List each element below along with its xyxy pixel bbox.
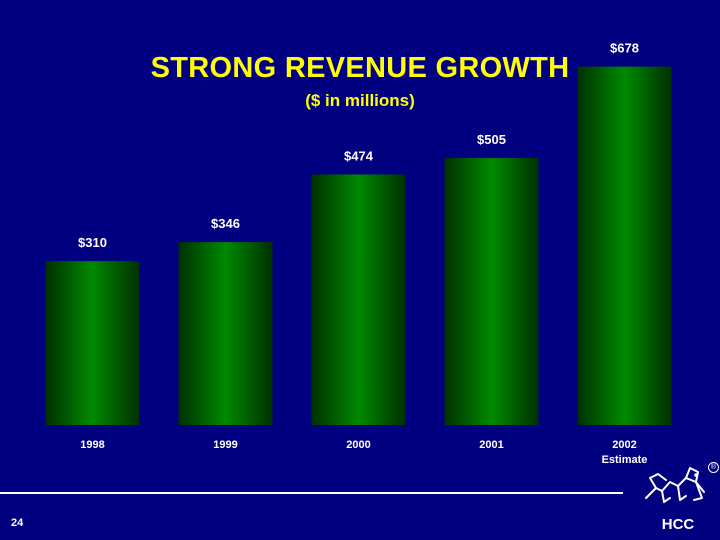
slide-subtitle: ($ in millions) — [305, 91, 415, 110]
page-number: 24 — [11, 517, 24, 529]
x-tick-label-1999: 1999 — [213, 439, 237, 451]
data-label-1999: $346 — [211, 216, 240, 231]
x-tick-sublabel-2002: Estimate — [602, 454, 648, 466]
x-tick-label-2002: 2002 — [612, 439, 636, 451]
data-label-2001: $505 — [477, 132, 506, 147]
x-tick-label-1998: 1998 — [80, 439, 104, 451]
data-label-1998: $310 — [78, 235, 107, 250]
registered-mark: ® — [708, 462, 719, 473]
x-tick-label-2001: 2001 — [479, 439, 503, 451]
griffin-icon — [645, 467, 705, 503]
hcc-logo: ® HCC — [640, 458, 720, 540]
slide-title: STRONG REVENUE GROWTH — [150, 52, 570, 84]
bar-2002 — [577, 66, 672, 425]
logo-text: HCC — [661, 516, 695, 533]
bar-2000 — [311, 174, 406, 425]
x-tick-label-2000: 2000 — [346, 439, 370, 451]
bars-group: $310 1998 $346 1999 $474 2000 $505 2001 $678 2002… — [45, 41, 672, 466]
footer-divider — [0, 492, 623, 494]
data-label-2000: $474 — [344, 148, 374, 163]
bar-2001 — [444, 158, 539, 426]
revenue-bar-chart: $310 1998 $346 1999 $474 2000 $505 2001 $678 2002… — [45, 41, 672, 466]
bar-1998 — [45, 261, 140, 425]
bar-1999 — [178, 242, 273, 425]
data-label-2002: $678 — [610, 41, 639, 56]
